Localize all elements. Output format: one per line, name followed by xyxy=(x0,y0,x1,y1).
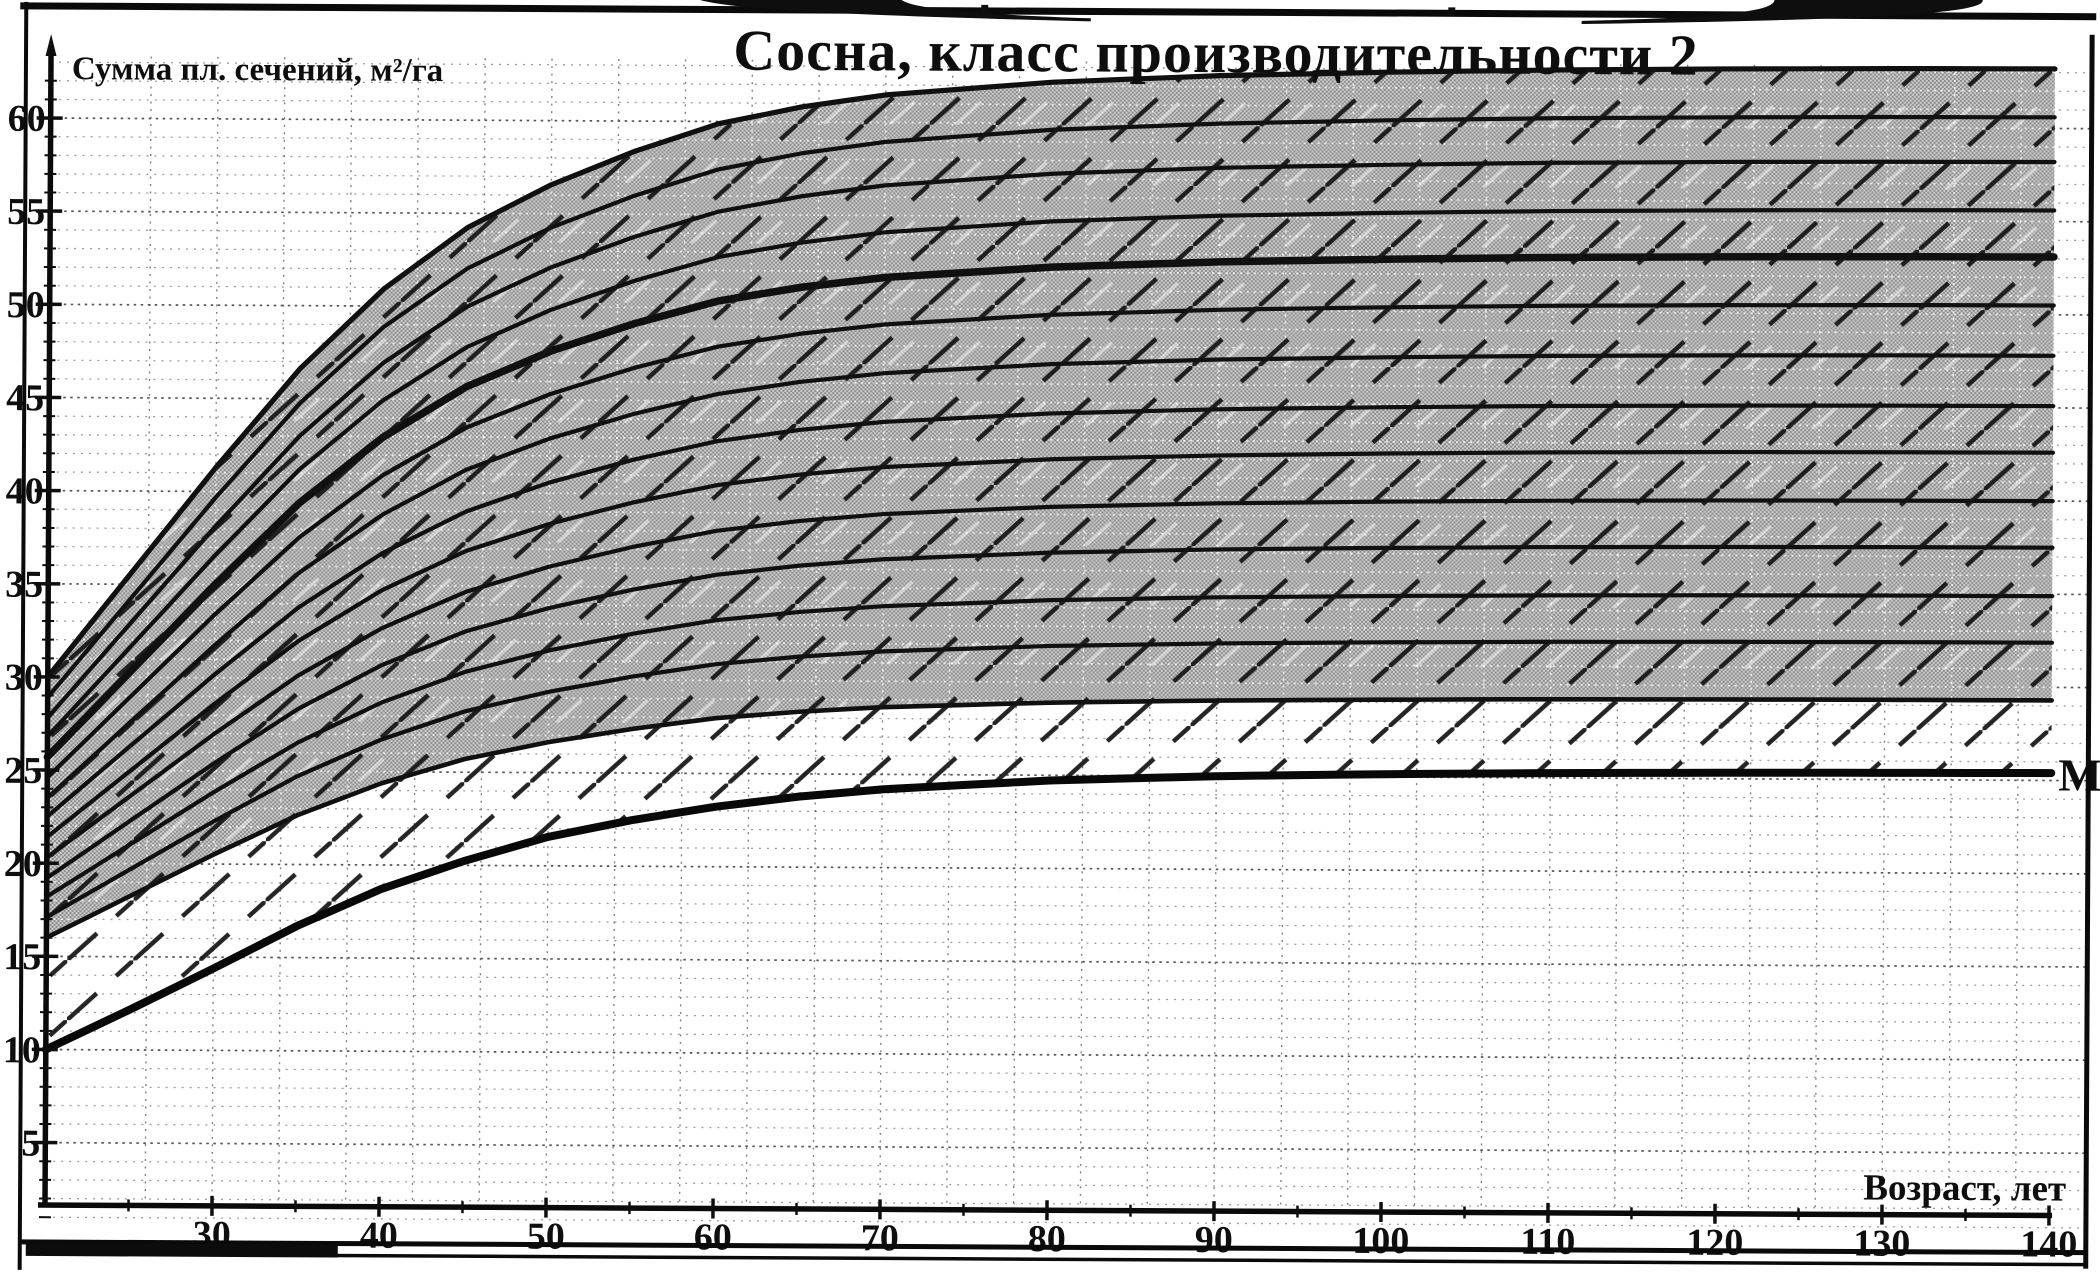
grid-line-h xyxy=(46,937,2086,950)
ink-fragment xyxy=(1448,7,1456,16)
grid-line-h xyxy=(45,1048,2085,1062)
grid-line-h xyxy=(45,1030,2085,1043)
grid-line-h xyxy=(45,1067,2085,1080)
y-axis-label: Сумма пл. сечений, м²/га xyxy=(72,51,443,89)
grid-line-h xyxy=(45,1086,2085,1099)
x-tick-label: 110 xyxy=(1520,1221,1575,1263)
x-tick-label: 140 xyxy=(2020,1223,2077,1265)
ticks-layer xyxy=(31,79,2051,1226)
grid-line-h xyxy=(45,1123,2085,1136)
ink-fragment xyxy=(981,4,989,14)
x-tick-label: 120 xyxy=(1686,1222,1743,1264)
x-tick-label: 130 xyxy=(1853,1222,1910,1264)
x-tick-label: 60 xyxy=(694,1216,732,1258)
grid-line-h xyxy=(46,918,2086,931)
grid-line-h-band xyxy=(45,1143,2084,1154)
m-curve xyxy=(41,768,2056,1054)
grid-line-h xyxy=(45,1179,2085,1192)
m-curve-label: M xyxy=(2058,750,2100,801)
grid-line-h xyxy=(45,1141,2085,1155)
frame-right xyxy=(2083,34,2095,1269)
x-tick-label: 100 xyxy=(1352,1220,1409,1262)
x-tick-label: 70 xyxy=(861,1217,899,1259)
y-axis-arrow-icon xyxy=(45,34,57,57)
grid-line-h xyxy=(46,1011,2085,1024)
x-tick-label: 90 xyxy=(1195,1219,1233,1261)
cropped-content-bar xyxy=(25,1242,338,1258)
frame-left xyxy=(17,1,29,1270)
x-tick-label: 50 xyxy=(527,1216,565,1258)
grid-line-h xyxy=(46,992,2086,1005)
x-axis xyxy=(37,1202,2052,1219)
chart-title: Сосна, класс производительности 2 xyxy=(733,18,1699,88)
x-tick-label: 80 xyxy=(1028,1218,1066,1260)
grid-line-h xyxy=(45,1160,2085,1173)
x-axis-label: Возраст, лет xyxy=(1863,1168,2066,1210)
grid-line-h-band xyxy=(46,956,2085,967)
grid-line-h xyxy=(46,955,2086,968)
grid-line-h xyxy=(46,974,2086,987)
grid-line-h xyxy=(45,1104,2085,1117)
frame-bottom xyxy=(19,1239,2086,1256)
x-tick-label: 40 xyxy=(360,1215,398,1257)
y-tick-label: 5 xyxy=(21,1122,40,1164)
hatch-area xyxy=(45,68,2055,1050)
grid-line-h-band xyxy=(46,1050,2085,1061)
frame-bottom-inner xyxy=(329,1253,2086,1267)
frame-top xyxy=(20,2,2097,21)
